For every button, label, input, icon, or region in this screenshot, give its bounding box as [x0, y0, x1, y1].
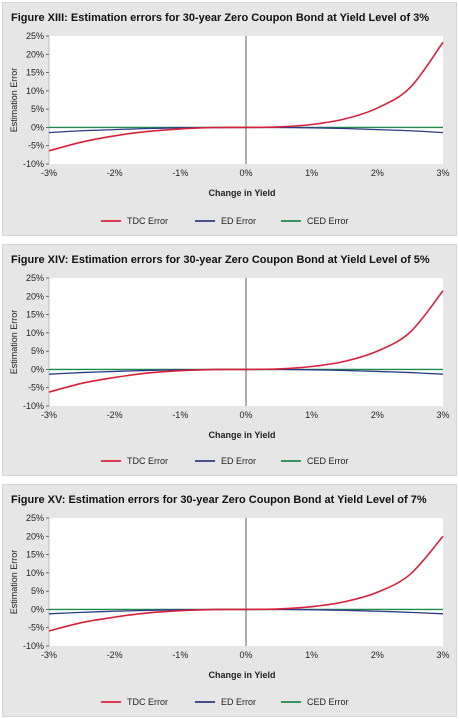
x-tick-label: 2% — [371, 410, 384, 420]
x-axis-title: Change in Yield — [208, 430, 275, 440]
series-line-tdc-error — [48, 535, 444, 632]
chart-title: Figure XIII: Estimation errors for 30-ye… — [11, 12, 429, 24]
x-axis-title: Change in Yield — [208, 670, 275, 680]
y-tick-label: 5% — [31, 346, 44, 356]
x-tick-label: 2% — [371, 650, 384, 660]
x-tick-label: 3% — [436, 650, 449, 660]
x-tick-label: -3% — [41, 410, 57, 420]
x-tick-label: -2% — [107, 410, 123, 420]
x-tick-label: 0% — [239, 410, 252, 420]
x-tick-label: 2% — [371, 168, 384, 178]
legend-label: TDC Error — [127, 216, 168, 226]
y-tick-label: 0% — [31, 122, 44, 132]
y-tick-label: 10% — [26, 86, 44, 96]
chart-panel-2: Figure XIV: Estimation errors for 30-yea… — [2, 244, 457, 476]
y-tick-label: 0% — [31, 364, 44, 374]
x-tick-label: -1% — [172, 168, 188, 178]
legend-label: CED Error — [307, 216, 349, 226]
legend-label: ED Error — [221, 216, 256, 226]
legend-label: CED Error — [307, 697, 349, 707]
y-tick-label: 5% — [31, 104, 44, 114]
legend-label: TDC Error — [127, 456, 168, 466]
chart-title: Figure XIV: Estimation errors for 30-yea… — [11, 254, 430, 266]
chart-svg-2: Figure XIV: Estimation errors for 30-yea… — [9, 254, 450, 466]
x-tick-label: 1% — [305, 410, 318, 420]
y-tick-label: 25% — [26, 273, 44, 283]
x-tick-label: -2% — [107, 650, 123, 660]
x-tick-label: -3% — [41, 650, 57, 660]
y-tick-label: 15% — [26, 310, 44, 320]
y-tick-label: 20% — [26, 291, 44, 301]
y-tick-label: -10% — [23, 641, 44, 651]
x-tick-label: 3% — [436, 410, 449, 420]
legend-label: ED Error — [221, 697, 256, 707]
y-tick-label: 10% — [26, 568, 44, 578]
y-tick-label: 15% — [26, 550, 44, 560]
y-tick-label: -10% — [23, 159, 44, 169]
y-tick-label: 20% — [26, 49, 44, 59]
chart-panel-1: Figure XIII: Estimation errors for 30-ye… — [2, 2, 457, 236]
y-axis-title: Estimation Error — [9, 68, 19, 133]
x-tick-label: 1% — [305, 168, 318, 178]
chart-svg-1: Figure XIII: Estimation errors for 30-ye… — [9, 12, 450, 226]
legend-label: ED Error — [221, 456, 256, 466]
series-line-tdc-error — [48, 41, 444, 152]
x-tick-label: 3% — [436, 168, 449, 178]
x-tick-label: -3% — [41, 168, 57, 178]
y-tick-label: -5% — [28, 383, 44, 393]
x-axis-title: Change in Yield — [208, 188, 275, 198]
y-axis-title: Estimation Error — [9, 310, 19, 375]
x-tick-label: -1% — [172, 650, 188, 660]
y-tick-label: -5% — [28, 141, 44, 151]
x-tick-label: 0% — [239, 168, 252, 178]
x-tick-label: -2% — [107, 168, 123, 178]
y-tick-label: -5% — [28, 623, 44, 633]
y-axis-title: Estimation Error — [9, 550, 19, 615]
chart-panel-3: Figure XV: Estimation errors for 30-year… — [2, 484, 457, 717]
legend-label: TDC Error — [127, 697, 168, 707]
chart-svg-3: Figure XV: Estimation errors for 30-year… — [9, 494, 450, 707]
y-tick-label: -10% — [23, 401, 44, 411]
y-tick-label: 20% — [26, 531, 44, 541]
y-tick-label: 10% — [26, 328, 44, 338]
y-tick-label: 25% — [26, 31, 44, 41]
y-tick-label: 15% — [26, 68, 44, 78]
legend-label: CED Error — [307, 456, 349, 466]
y-tick-label: 5% — [31, 586, 44, 596]
series-line-tdc-error — [48, 290, 444, 393]
x-tick-label: 1% — [305, 650, 318, 660]
x-tick-label: 0% — [239, 650, 252, 660]
chart-title: Figure XV: Estimation errors for 30-year… — [11, 494, 427, 506]
x-tick-label: -1% — [172, 410, 188, 420]
y-tick-label: 0% — [31, 604, 44, 614]
y-tick-label: 25% — [26, 513, 44, 523]
